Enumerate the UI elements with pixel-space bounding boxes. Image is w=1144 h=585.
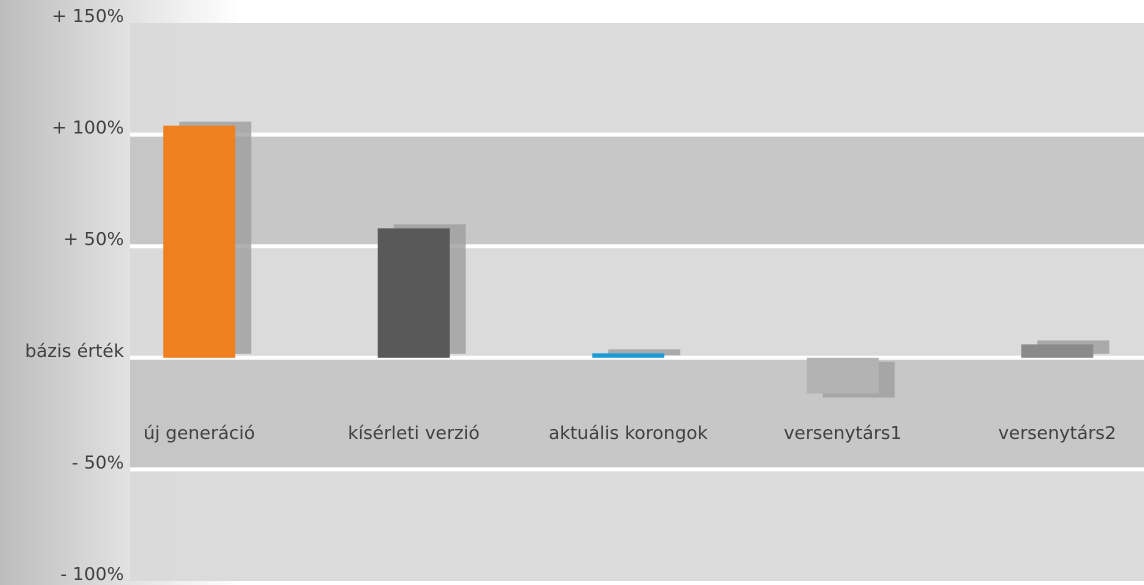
x-tick-label: versenytárs2 (998, 423, 1116, 444)
y-tick-label: + 100% (52, 118, 124, 139)
chart: - 100% - 50% bázis érték + 50% + 100% + 150% ú… (0, 0, 1144, 585)
plot-band (130, 358, 1144, 470)
y-tick-label: - 50% (72, 452, 124, 473)
plot-band (130, 469, 1144, 581)
plot-band (130, 23, 1144, 135)
x-tick-label: versenytárs1 (784, 423, 902, 444)
bar (807, 358, 879, 394)
x-tick-label: aktuális korongok (549, 423, 709, 444)
bar (163, 126, 235, 358)
plot-band (130, 135, 1144, 247)
bar (378, 228, 450, 357)
y-tick-label: + 50% (63, 229, 124, 250)
y-tick-label: - 100% (60, 564, 124, 585)
x-tick-label: kísérleti verzió (348, 423, 480, 444)
bar (1021, 344, 1093, 357)
x-tick-label: új generáció (144, 423, 255, 444)
y-tick-label: + 150% (52, 6, 124, 27)
y-tick-label: bázis érték (25, 341, 125, 362)
plot-band (130, 246, 1144, 358)
bar (592, 353, 664, 357)
